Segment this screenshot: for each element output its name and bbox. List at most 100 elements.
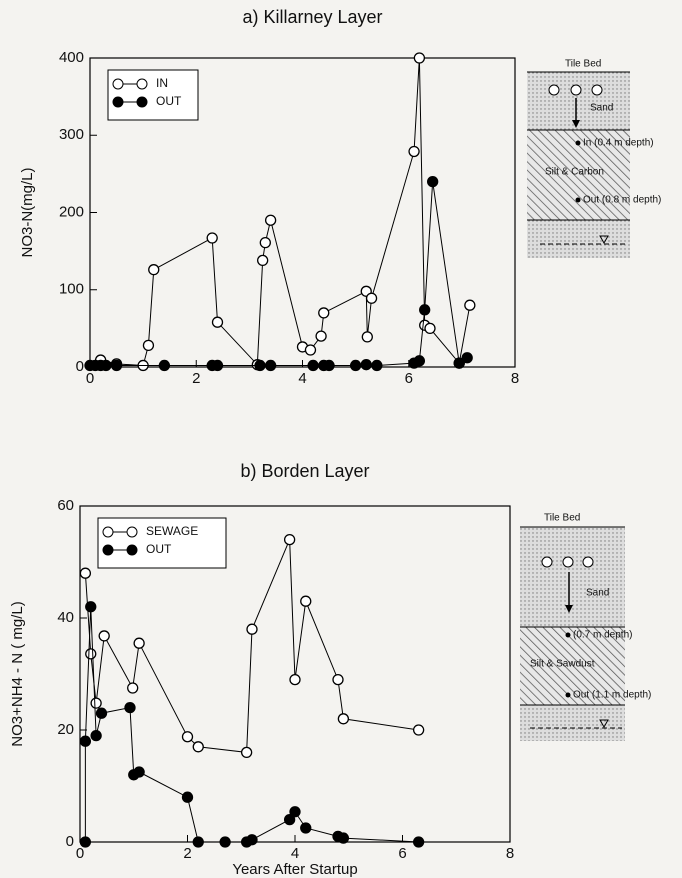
data-point bbox=[367, 293, 377, 303]
data-point bbox=[134, 767, 144, 777]
legend-marker bbox=[127, 545, 137, 555]
data-point bbox=[159, 360, 169, 370]
data-point bbox=[333, 675, 343, 685]
sampler bbox=[576, 141, 581, 146]
data-point bbox=[193, 837, 203, 847]
y-tick-label: 100 bbox=[59, 281, 84, 298]
x-tick-label: 0 bbox=[76, 845, 84, 862]
data-point bbox=[247, 624, 257, 634]
data-point bbox=[143, 340, 153, 350]
data-point bbox=[247, 835, 257, 845]
label: (0.7 m depth) bbox=[573, 630, 632, 641]
x-axis-label: Years After Startup bbox=[232, 861, 357, 878]
legend-marker bbox=[137, 97, 147, 107]
label: In (0.4 m depth) bbox=[583, 138, 654, 149]
data-point bbox=[428, 177, 438, 187]
data-point bbox=[414, 725, 424, 735]
x-tick-label: 4 bbox=[291, 845, 299, 862]
y-tick-label: 20 bbox=[57, 721, 74, 738]
data-point bbox=[414, 356, 424, 366]
legend-marker bbox=[103, 545, 113, 555]
data-point bbox=[258, 255, 268, 265]
label: Out (1.1 m depth) bbox=[573, 690, 651, 701]
data-point bbox=[266, 215, 276, 225]
data-point bbox=[149, 265, 159, 275]
figure: Tile Bed Sand In (0.4 m depth) Silt & Ca… bbox=[0, 0, 682, 878]
legend-marker bbox=[127, 527, 137, 537]
legend-marker bbox=[113, 79, 123, 89]
data-point bbox=[99, 631, 109, 641]
x-tick-label: 2 bbox=[183, 845, 191, 862]
data-point bbox=[80, 837, 90, 847]
diagram: Tile Bed Sand In (0.4 m depth) Silt & Ca… bbox=[527, 59, 661, 258]
data-point bbox=[338, 714, 348, 724]
base-layer bbox=[520, 705, 625, 741]
data-point bbox=[285, 535, 295, 545]
label: Tile Bed bbox=[544, 513, 580, 524]
data-point bbox=[290, 675, 300, 685]
x-tick-label: 6 bbox=[405, 370, 413, 387]
y-tick-label: 400 bbox=[59, 49, 84, 66]
x-tick-label: 8 bbox=[511, 370, 519, 387]
sampler bbox=[566, 633, 571, 638]
data-point bbox=[409, 146, 419, 156]
diagram: Tile Bed Sand (0.7 m depth) Silt & Sawdu… bbox=[520, 513, 651, 741]
data-point bbox=[414, 837, 424, 847]
label: Out (0.8 m depth) bbox=[583, 195, 661, 206]
sampler bbox=[576, 198, 581, 203]
y-tick-label: 60 bbox=[57, 497, 74, 514]
data-point bbox=[86, 649, 96, 659]
legend-label: IN bbox=[156, 76, 168, 90]
data-point bbox=[242, 747, 252, 757]
data-point bbox=[351, 360, 361, 370]
data-point bbox=[213, 360, 223, 370]
chart-title: b) Borden Layer bbox=[240, 461, 369, 481]
data-point bbox=[465, 300, 475, 310]
pipe bbox=[583, 557, 593, 567]
data-point bbox=[324, 360, 334, 370]
data-point bbox=[193, 742, 203, 752]
label: Sand bbox=[590, 103, 613, 114]
page: {"chart_data": [ {"type": "line", "title… bbox=[0, 0, 682, 878]
data-point bbox=[97, 708, 107, 718]
pipe bbox=[542, 557, 552, 567]
legend-marker bbox=[113, 97, 123, 107]
pipe bbox=[592, 85, 602, 95]
y-tick-label: 300 bbox=[59, 126, 84, 143]
pipe bbox=[563, 557, 573, 567]
x-tick-label: 0 bbox=[86, 370, 94, 387]
data-point bbox=[301, 823, 311, 833]
chart-title: a) Killarney Layer bbox=[242, 7, 382, 27]
label: Sand bbox=[586, 588, 609, 599]
sand-layer bbox=[520, 527, 625, 627]
data-point bbox=[91, 731, 101, 741]
data-point bbox=[91, 698, 101, 708]
data-point bbox=[183, 732, 193, 742]
x-tick-label: 4 bbox=[298, 370, 306, 387]
label: Silt & Carbon bbox=[545, 167, 604, 178]
data-point bbox=[128, 683, 138, 693]
sampler bbox=[566, 693, 571, 698]
data-point bbox=[183, 792, 193, 802]
data-point bbox=[112, 360, 122, 370]
data-point bbox=[338, 833, 348, 843]
pipe bbox=[549, 85, 559, 95]
data-point bbox=[101, 360, 111, 370]
label: Tile Bed bbox=[565, 59, 601, 70]
legend-marker bbox=[103, 527, 113, 537]
data-point bbox=[319, 308, 329, 318]
y-tick-label: 200 bbox=[59, 203, 84, 220]
data-point bbox=[213, 317, 223, 327]
data-point bbox=[362, 332, 372, 342]
legend-marker bbox=[137, 79, 147, 89]
x-tick-label: 2 bbox=[192, 370, 200, 387]
data-point bbox=[260, 238, 270, 248]
data-point bbox=[316, 331, 326, 341]
x-tick-label: 8 bbox=[506, 845, 514, 862]
legend-label: SEWAGE bbox=[146, 524, 198, 538]
y-tick-label: 0 bbox=[76, 358, 84, 375]
data-point bbox=[361, 360, 371, 370]
data-point bbox=[305, 345, 315, 355]
data-point bbox=[134, 638, 144, 648]
data-point bbox=[420, 305, 430, 315]
